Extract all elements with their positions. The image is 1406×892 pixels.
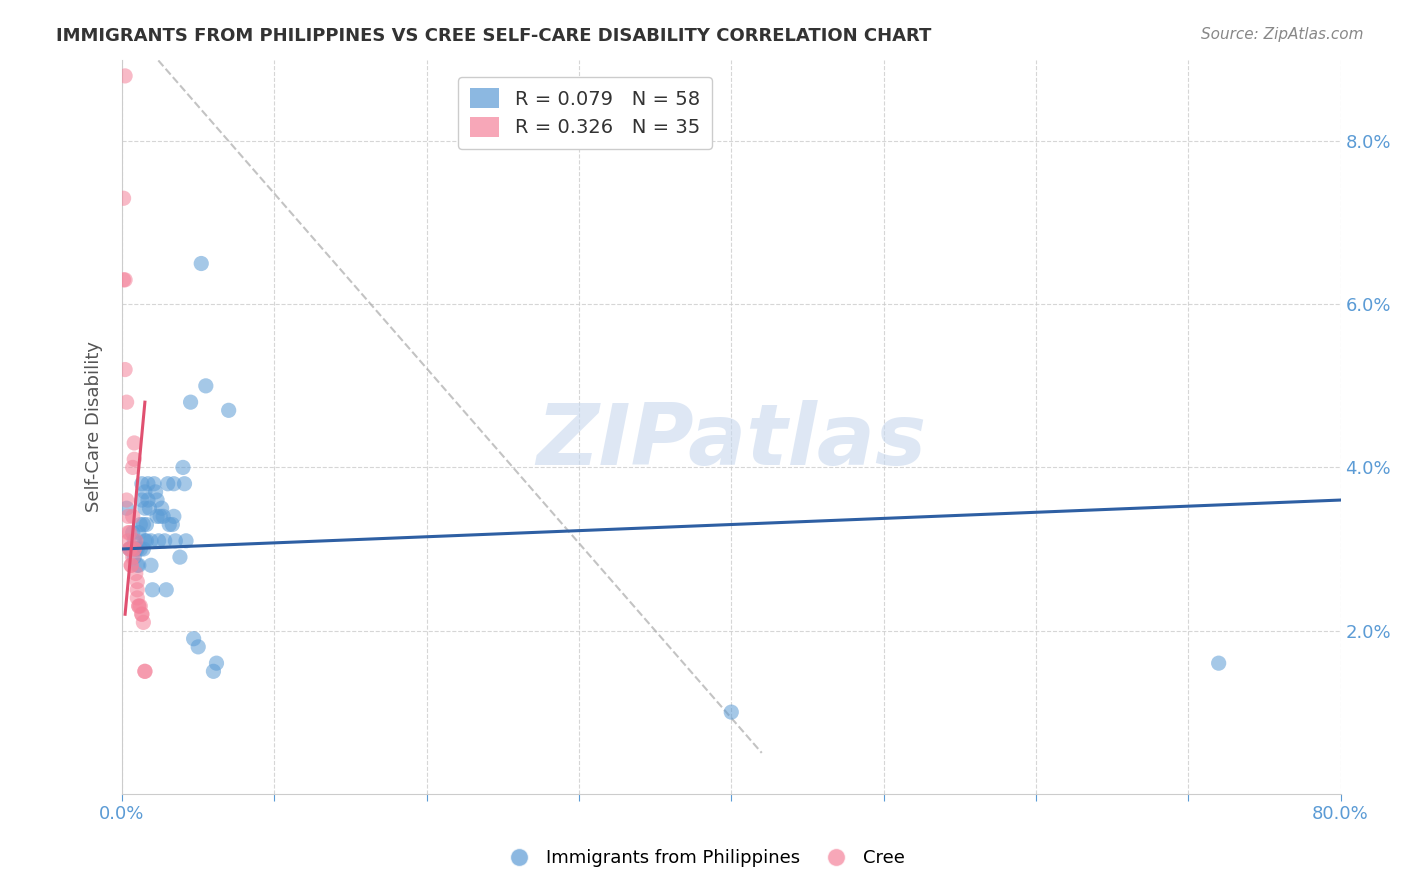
Point [155, 582, 177, 597]
Point [131, 493, 153, 508]
Point [121, 525, 143, 540]
Point [153, 533, 176, 548]
Point [138, 501, 160, 516]
Point [122, 541, 145, 556]
Point [128, 525, 150, 540]
Point [163, 476, 186, 491]
Point [190, 256, 212, 270]
Point [183, 632, 205, 646]
Point [169, 550, 191, 565]
Point [139, 533, 162, 548]
Point [141, 582, 163, 597]
Point [152, 509, 174, 524]
Point [131, 607, 153, 622]
Point [122, 533, 145, 548]
Point [117, 525, 139, 540]
Point [121, 550, 143, 565]
Point [120, 558, 142, 573]
Point [125, 566, 148, 581]
Point [156, 476, 179, 491]
Point [150, 501, 173, 516]
Point [134, 665, 156, 679]
Point [117, 533, 139, 548]
Point [162, 517, 184, 532]
Point [174, 533, 197, 548]
Point [180, 395, 202, 409]
Point [128, 599, 150, 613]
Point [118, 541, 141, 556]
Point [194, 379, 217, 393]
Text: ZIPatlas: ZIPatlas [536, 400, 927, 483]
Point [135, 533, 157, 548]
Point [122, 452, 145, 467]
Point [118, 541, 141, 556]
Text: Source: ZipAtlas.com: Source: ZipAtlas.com [1201, 27, 1364, 42]
Point [129, 599, 152, 613]
Point [114, 69, 136, 83]
Point [131, 607, 153, 622]
Point [129, 541, 152, 556]
Point [134, 501, 156, 516]
Point [127, 582, 149, 597]
Point [114, 273, 136, 287]
Point [115, 395, 138, 409]
Point [1208, 656, 1230, 670]
Point [118, 541, 141, 556]
Point [115, 493, 138, 508]
Point [173, 476, 195, 491]
Point [136, 476, 159, 491]
Point [121, 460, 143, 475]
Point [187, 640, 209, 654]
Point [127, 541, 149, 556]
Point [134, 484, 156, 499]
Point [121, 509, 143, 524]
Point [112, 191, 135, 205]
Point [148, 533, 170, 548]
Point [122, 436, 145, 450]
Point [218, 403, 240, 417]
Point [114, 362, 136, 376]
Point [146, 493, 169, 508]
Point [122, 550, 145, 565]
Point [146, 509, 169, 524]
Point [112, 273, 135, 287]
Legend: R = 0.079   N = 58, R = 0.326   N = 35: R = 0.079 N = 58, R = 0.326 N = 35 [458, 77, 711, 149]
Point [128, 558, 150, 573]
Point [163, 509, 186, 524]
Point [135, 517, 157, 532]
Point [127, 574, 149, 589]
Point [157, 517, 180, 532]
Point [117, 509, 139, 524]
Point [136, 493, 159, 508]
Point [172, 460, 194, 475]
Point [134, 665, 156, 679]
Point [120, 558, 142, 573]
Point [143, 476, 166, 491]
Point [125, 533, 148, 548]
Point [205, 656, 228, 670]
Point [131, 476, 153, 491]
Point [145, 484, 167, 499]
Point [125, 541, 148, 556]
Point [165, 533, 187, 548]
Point [129, 517, 152, 532]
Point [128, 599, 150, 613]
Point [132, 615, 155, 630]
Legend: Immigrants from Philippines, Cree: Immigrants from Philippines, Cree [494, 842, 912, 874]
Point [720, 705, 742, 719]
Point [132, 541, 155, 556]
Point [139, 558, 162, 573]
Point [120, 541, 142, 556]
Point [115, 501, 138, 516]
Point [118, 525, 141, 540]
Point [132, 517, 155, 532]
Point [122, 541, 145, 556]
Point [127, 591, 149, 605]
Point [134, 533, 156, 548]
Point [127, 558, 149, 573]
Y-axis label: Self-Care Disability: Self-Care Disability [86, 341, 103, 512]
Point [149, 509, 172, 524]
Point [202, 665, 225, 679]
Text: IMMIGRANTS FROM PHILIPPINES VS CREE SELF-CARE DISABILITY CORRELATION CHART: IMMIGRANTS FROM PHILIPPINES VS CREE SELF… [56, 27, 932, 45]
